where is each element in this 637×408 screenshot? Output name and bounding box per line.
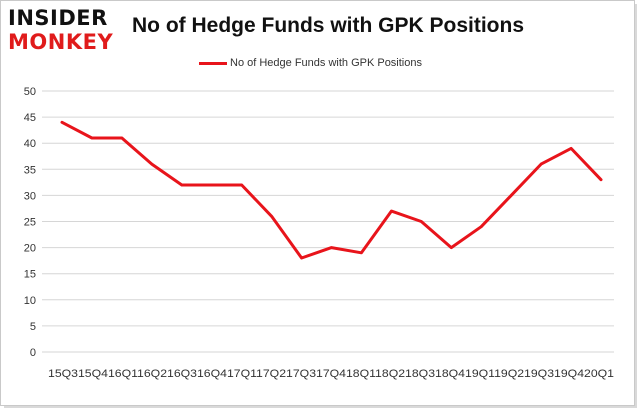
y-tick-label: 20 bbox=[24, 243, 36, 255]
data-point bbox=[270, 215, 273, 218]
series-line bbox=[60, 120, 603, 260]
y-tick-label: 45 bbox=[24, 112, 36, 124]
data-point bbox=[120, 136, 124, 140]
data-point bbox=[420, 220, 423, 223]
y-tick-label: 15 bbox=[24, 269, 36, 281]
data-point bbox=[569, 147, 573, 150]
y-tick-label: 5 bbox=[30, 321, 36, 333]
series-lines bbox=[60, 120, 603, 260]
data-point bbox=[300, 256, 303, 260]
data-point bbox=[480, 225, 483, 228]
data-point bbox=[510, 194, 513, 197]
data-point bbox=[539, 162, 543, 166]
data-point bbox=[450, 246, 453, 249]
y-tick-label: 30 bbox=[24, 190, 36, 202]
y-tick-labels: 0 5 10 15 20 25 30 35 40 45 50 bbox=[24, 86, 36, 359]
brand-line2: MONKEY bbox=[8, 30, 114, 54]
grid-lines bbox=[42, 90, 614, 353]
data-point bbox=[240, 183, 243, 187]
data-point bbox=[90, 136, 94, 140]
brand-logo: INSIDER MONKEY bbox=[8, 6, 118, 58]
legend-label: No of Hedge Funds with GPK Positions bbox=[230, 57, 422, 69]
legend: No of Hedge Funds with GPK Positions bbox=[199, 56, 422, 70]
y-tick-label: 10 bbox=[24, 295, 36, 307]
x-tick-labels: 15Q315Q416Q116Q216Q316Q417Q117Q217Q317Q4… bbox=[48, 368, 614, 380]
data-point bbox=[599, 178, 603, 181]
y-tick-label: 35 bbox=[24, 164, 36, 176]
data-point bbox=[330, 246, 333, 249]
chart-title: No of Hedge Funds with GPK Positions bbox=[132, 14, 524, 37]
data-point bbox=[360, 251, 363, 254]
data-point bbox=[180, 183, 183, 187]
y-tick-label: 0 bbox=[30, 347, 36, 359]
legend-swatch bbox=[199, 61, 227, 65]
data-point bbox=[150, 162, 153, 166]
y-tick-label: 25 bbox=[24, 217, 36, 229]
data-point bbox=[210, 183, 213, 187]
data-point bbox=[60, 121, 64, 124]
data-point bbox=[390, 209, 393, 213]
y-tick-label: 40 bbox=[24, 138, 36, 150]
brand-line1: INSIDER bbox=[8, 6, 108, 30]
y-tick-label: 50 bbox=[24, 86, 36, 98]
